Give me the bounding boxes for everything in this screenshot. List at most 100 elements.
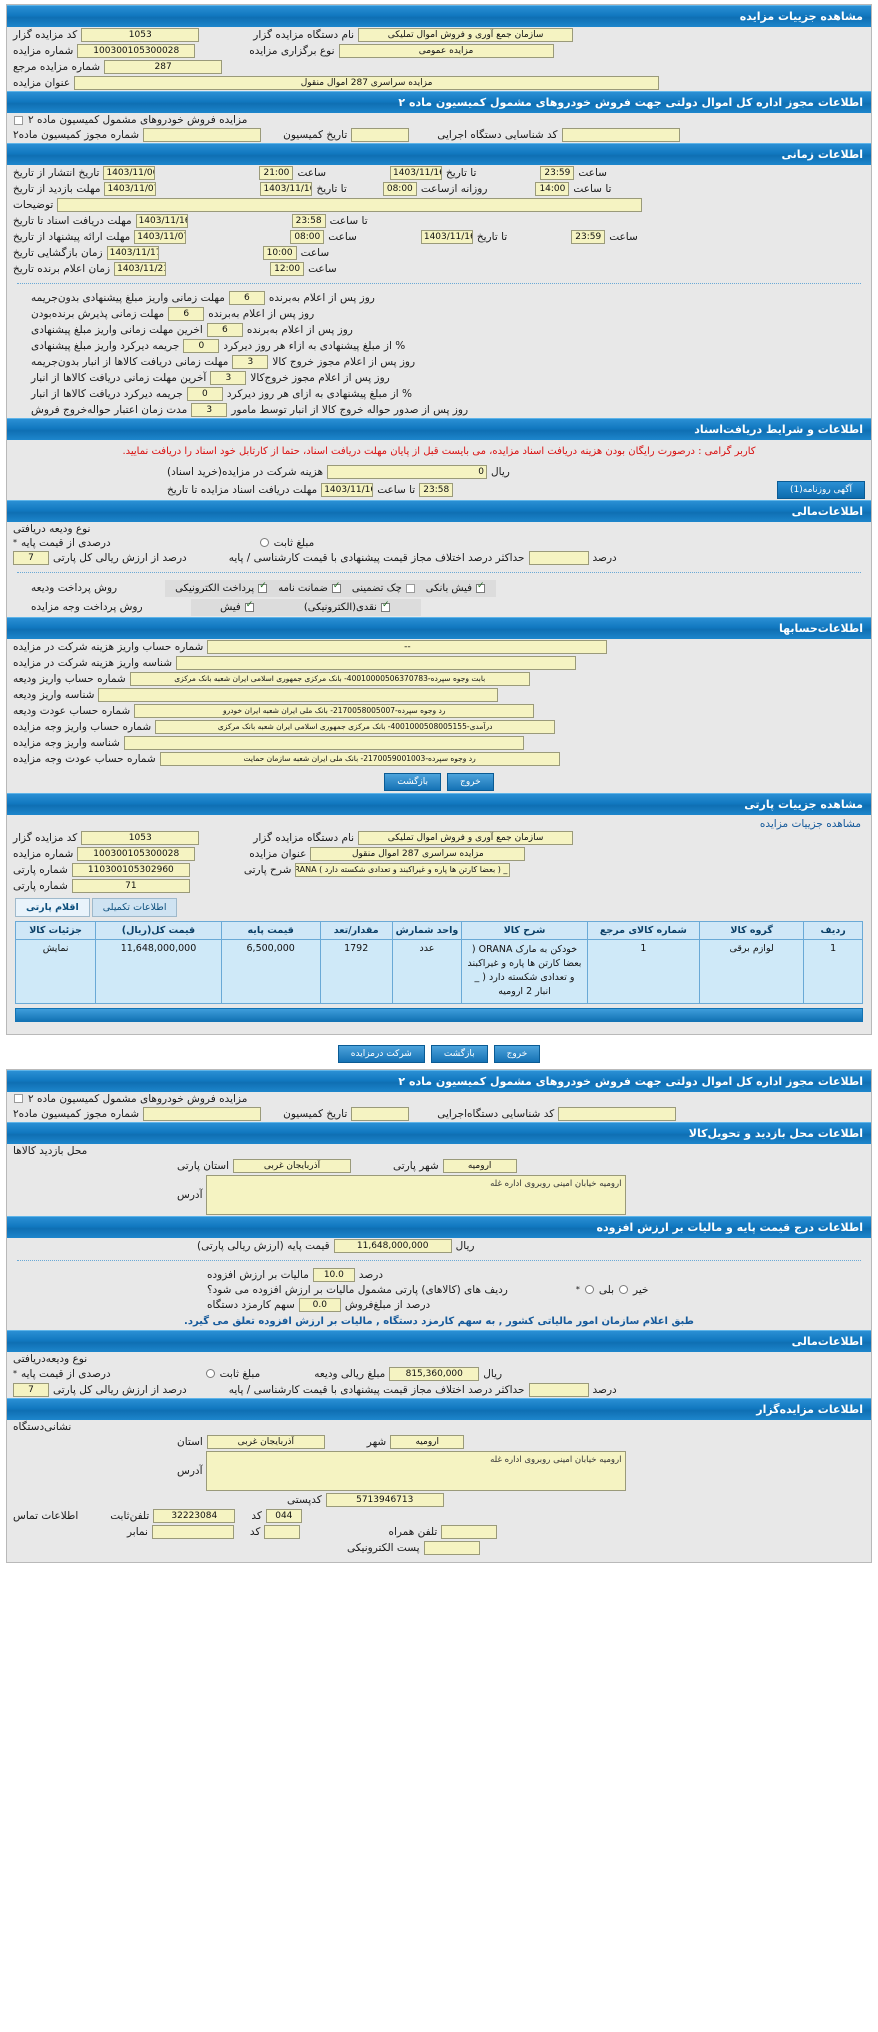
base-price-field[interactable]: 11,648,000,000 — [333, 1238, 452, 1253]
payment-method-cash-electronic[interactable]: نقدی(الکترونیکی) — [304, 600, 391, 613]
penalty-value[interactable]: 0 — [186, 387, 223, 401]
penalty-value[interactable]: 3 — [232, 355, 269, 369]
permit-checkbox[interactable] — [14, 115, 23, 125]
offer-date-to-field[interactable]: 1403/11/16 — [420, 230, 473, 244]
account-value-field[interactable]: بابت وجوه سپرده-4001000050637078‌3- بانک… — [129, 671, 530, 686]
auction-subject-field[interactable]: مزایده سراسری 287 اموال منقول — [74, 76, 660, 90]
deposit-method-electronic[interactable]: پرداخت الکترونیکی — [175, 581, 268, 594]
account-value-field[interactable]: -- — [207, 639, 608, 654]
party-subject-field[interactable]: مزایده سراسری 287 اموال منقول — [310, 846, 526, 861]
visit-date-from-field[interactable]: 1403/11/07 — [104, 182, 157, 196]
org-province-field[interactable]: آذربایجان غربی — [206, 1434, 325, 1449]
party-code-field[interactable]: 1053 — [81, 830, 200, 845]
email-field[interactable] — [423, 1540, 480, 1555]
opening-date-field[interactable]: 1403/11/17 — [106, 246, 159, 260]
max-diff-field-2[interactable] — [528, 1382, 589, 1397]
account-value-field[interactable] — [98, 687, 499, 702]
publish-date-to-field[interactable]: 1403/11/16 — [390, 166, 443, 180]
hold-type-field[interactable]: مزایده عمومی — [338, 44, 554, 58]
back-button[interactable]: بازگشت — [384, 772, 442, 791]
publish-time-to-field[interactable]: 23:59 — [540, 166, 575, 180]
ref-number-field[interactable]: 287 — [104, 60, 223, 74]
penalty-value[interactable]: 3 — [210, 371, 247, 385]
deposit-percent-field-2[interactable]: 7 — [13, 1382, 49, 1397]
exit-button-2[interactable]: خروج — [493, 1044, 541, 1063]
exec-org-code-field-2[interactable] — [558, 1106, 677, 1121]
permit2-checkbox[interactable] — [14, 1094, 23, 1103]
org-postcode-field[interactable]: 5713946713 — [325, 1492, 444, 1507]
deposit-method-guarantee-check[interactable]: چک تضمینی — [352, 583, 416, 594]
commission-date-field-2[interactable] — [351, 1106, 410, 1121]
org-address-field[interactable]: ارومیه خیابان امینی روبروی اداره غله — [206, 1450, 627, 1491]
permit-number-field[interactable] — [143, 128, 262, 142]
newspaper-ad-button[interactable]: آگهی روزنامه(1) — [777, 480, 865, 499]
deposit-method-bank-receipt[interactable]: فیش بانکی — [426, 581, 486, 594]
visit-date-to-field[interactable]: 1403/11/16 — [260, 182, 313, 196]
party-city-field[interactable]: ارومیه — [442, 1158, 517, 1173]
max-diff-field[interactable] — [528, 550, 589, 565]
party-desc-field[interactable]: _ ( بعضا کارتن ها پاره و غیراکبند و تعدا… — [295, 862, 511, 877]
penalty-value[interactable]: 6 — [206, 323, 243, 337]
agency-share-field[interactable]: 0.0 — [298, 1297, 341, 1312]
party-sequence-field[interactable]: 71 — [71, 878, 190, 893]
tab-party-items[interactable]: اقلام پارتی — [15, 897, 90, 917]
party-auction-number-field[interactable]: 100300105300028 — [77, 846, 196, 861]
exit-button[interactable]: خروج — [447, 772, 494, 791]
doc-deadline-time-field[interactable]: 23:58 — [291, 214, 326, 228]
doc-receive-time-field[interactable]: 23:58 — [419, 482, 454, 497]
auction-number-field[interactable]: 100300105300028 — [77, 44, 196, 58]
doc-receive-date-field[interactable]: 1403/11/16 — [321, 482, 374, 497]
account-value-field[interactable] — [176, 655, 577, 670]
doc-deadline-date-field[interactable]: 1403/11/16 — [135, 214, 188, 228]
notes-field[interactable] — [57, 198, 643, 212]
auction-code-field[interactable]: 1053 — [81, 28, 200, 42]
permit-number-field-2[interactable] — [143, 1106, 262, 1121]
exec-org-code-field[interactable] — [561, 128, 680, 142]
payment-method-receipt[interactable]: فیش — [220, 600, 255, 613]
fixed-amount-radio-2[interactable] — [205, 1369, 215, 1378]
visit-daily-from-field[interactable]: 08:00 — [382, 182, 417, 196]
penalty-value[interactable]: 6 — [228, 291, 265, 305]
fixed-amount-radio[interactable] — [259, 538, 269, 547]
account-value-field[interactable]: رد وجوه سپرده-2170059001003- بانک ملی ای… — [159, 751, 560, 766]
cell-details-link[interactable]: نمایش — [14, 938, 97, 1004]
penalty-value[interactable]: 0 — [183, 339, 220, 353]
party-province-field[interactable]: آذربایجان غربی — [233, 1158, 351, 1173]
vat-yes-radio[interactable] — [584, 1285, 594, 1294]
organizer-name-field[interactable]: سازمان جمع آوری و فروش اموال تملیکی — [358, 28, 574, 42]
account-value-field[interactable] — [123, 735, 524, 750]
deposit-percent-field[interactable]: 7 — [13, 550, 49, 565]
party-organizer-field[interactable]: سازمان جمع آوری و فروش اموال تملیکی — [358, 830, 574, 845]
penalty-value[interactable]: 6 — [168, 307, 205, 321]
offer-time-from-field[interactable]: 08:00 — [290, 230, 325, 244]
fax-field[interactable] — [151, 1524, 234, 1539]
visit-address-field[interactable]: ارومیه خیابان امینی روبروی اداره غله — [206, 1174, 627, 1215]
visit-time-to-field[interactable]: 14:00 — [535, 182, 570, 196]
account-value-field[interactable]: درآمدی-4001000508005155- بانک مرکزی جمهو… — [155, 719, 556, 734]
fax-code-field[interactable] — [264, 1524, 301, 1539]
deposit-method-guarantee-letter[interactable]: ضمانت نامه — [278, 581, 342, 594]
offer-time-to-field[interactable]: 23:59 — [571, 230, 606, 244]
commission-date-field[interactable] — [351, 128, 410, 142]
offer-date-from-field[interactable]: 1403/11/07 — [134, 230, 187, 244]
back-button-2[interactable]: بازگشت — [430, 1044, 488, 1063]
mobile-field[interactable] — [441, 1524, 498, 1539]
participate-button[interactable]: شرکت درمزایده — [337, 1044, 425, 1063]
opening-time-field[interactable]: 10:00 — [262, 246, 297, 260]
publish-time-from-field[interactable]: 21:00 — [259, 166, 294, 180]
penalty-value[interactable]: 3 — [191, 403, 228, 417]
landline-field[interactable]: 32223084 — [153, 1508, 236, 1523]
party-number-field[interactable]: 110300105302960 — [71, 862, 190, 877]
tab-extra-info[interactable]: اطلاعات تکمیلی — [91, 897, 178, 917]
vat-no-radio[interactable] — [619, 1285, 629, 1294]
account-value-field[interactable]: رد وجوه سپرده-2170058005007- بانک ملی ای… — [134, 703, 535, 718]
winner-time-field[interactable]: 12:00 — [270, 262, 305, 276]
publish-date-from-field[interactable]: 1403/11/06 — [103, 166, 156, 180]
landline-code-field[interactable]: 044 — [265, 1508, 302, 1523]
org-city-field[interactable]: ارومیه — [390, 1434, 465, 1449]
winner-date-field[interactable]: 1403/11/21 — [114, 262, 167, 276]
doc-fee-field[interactable]: 0 — [327, 464, 487, 479]
vat-field[interactable]: 10.0 — [312, 1267, 355, 1282]
deposit-amount-field[interactable]: 815,360,000 — [389, 1366, 480, 1381]
table-row[interactable]: 1 لوازم برقی 1 خودکن به مارک ORANA ( بعض… — [14, 938, 863, 1004]
